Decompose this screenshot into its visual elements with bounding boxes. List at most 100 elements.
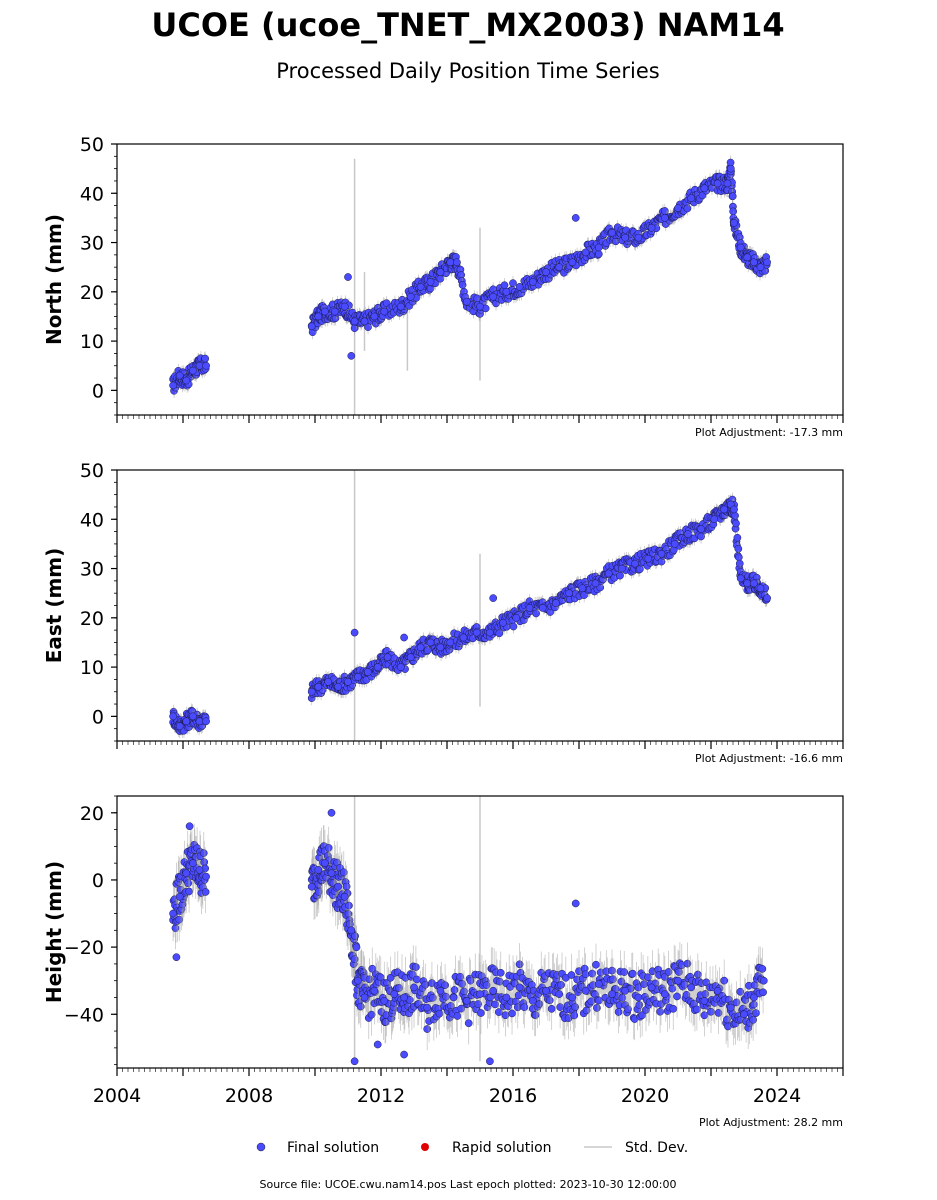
data-point-anchor — [354, 673, 362, 681]
panel-north: 0 10 20 30 40 50 North (mm) Plot Adjustment: -1… — [42, 134, 844, 439]
data-point — [345, 901, 353, 910]
plot-adjustment: Plot Adjustment: -17.3 mm — [695, 426, 843, 439]
data-point-anchor — [499, 618, 507, 627]
data-point-anchor — [743, 253, 752, 262]
data-point-anchor — [726, 1003, 735, 1012]
y-tick-label: 30 — [80, 233, 104, 255]
data-point-anchor — [383, 653, 392, 662]
data-point-anchor — [756, 584, 765, 593]
data-point-anchor — [700, 184, 709, 193]
data-point — [421, 980, 430, 989]
data-point-anchor — [750, 579, 758, 588]
data-point-anchor — [360, 993, 369, 1002]
data-point — [367, 1010, 376, 1019]
outlier-point — [350, 628, 359, 637]
data-point-anchor — [307, 687, 316, 696]
data-point-anchor — [354, 976, 362, 985]
data-point-anchor — [334, 882, 342, 891]
data-point-anchor — [321, 307, 329, 316]
data-point-anchor — [396, 663, 405, 671]
data-point — [759, 988, 767, 997]
data-point-anchor — [581, 248, 590, 257]
x-tick-label: 2020 — [621, 1085, 669, 1107]
data-point-anchor — [314, 312, 323, 321]
data-point-anchor — [410, 983, 418, 992]
data-point — [728, 192, 737, 201]
plot-area — [169, 155, 771, 415]
data-point-anchor — [565, 589, 573, 598]
data-point-anchor — [713, 986, 722, 995]
data-point-anchor — [674, 976, 682, 985]
data-point — [185, 887, 193, 896]
footer-source: Source file: UCOE.cwu.nam14.pos Last epo… — [259, 1178, 676, 1191]
data-point — [477, 1009, 485, 1017]
data-point-anchor — [542, 268, 550, 276]
data-point-anchor — [720, 505, 729, 514]
data-point-anchor — [182, 376, 191, 385]
data-point-anchor — [462, 996, 471, 1005]
data-point-anchor — [581, 986, 590, 995]
data-point-anchor — [756, 263, 765, 272]
data-point — [495, 629, 504, 638]
data-point-anchor — [687, 983, 696, 992]
data-point-anchor — [578, 584, 587, 593]
data-point — [731, 511, 739, 520]
data-point-anchor — [406, 292, 415, 301]
x-tick-label: 2012 — [357, 1085, 405, 1107]
outlier-point — [373, 1040, 382, 1049]
data-point — [515, 960, 524, 969]
data-point-anchor — [568, 993, 577, 1002]
data-point-anchor — [631, 559, 639, 568]
data-point-anchor — [189, 712, 197, 721]
data-point-anchor — [321, 859, 329, 868]
outlier-point — [327, 808, 336, 817]
data-point — [324, 843, 333, 852]
data-point — [201, 888, 210, 896]
data-point-anchor — [340, 302, 349, 311]
data-point — [635, 1001, 644, 1009]
plot-area — [169, 796, 768, 1066]
x-tick-label: 2016 — [489, 1085, 537, 1107]
data-point-anchor — [347, 926, 356, 935]
data-point-anchor — [169, 909, 177, 918]
data-point-anchor — [674, 204, 682, 212]
data-point — [184, 879, 193, 888]
panels-group: 0 10 20 30 40 50 North (mm) Plot Adjustment: -1… — [42, 134, 844, 1129]
data-point-anchor — [525, 604, 534, 612]
y-tick-label: 20 — [80, 608, 104, 630]
data-point-anchor — [700, 996, 709, 1005]
data-point-anchor — [370, 986, 379, 995]
data-point — [758, 965, 767, 973]
legend-rapid-marker — [421, 1143, 429, 1151]
data-point-anchor — [307, 322, 316, 331]
data-point — [423, 1025, 432, 1033]
data-point-anchor — [486, 628, 494, 637]
outlier-point — [347, 352, 356, 360]
data-point — [386, 973, 395, 982]
data-point — [412, 963, 420, 971]
data-point-anchor — [195, 717, 204, 726]
data-point-anchor — [373, 663, 382, 671]
data-point-anchor — [657, 549, 666, 558]
data-point-anchor — [634, 233, 643, 242]
data-point-anchor — [713, 179, 722, 188]
data-point-anchor — [759, 976, 768, 985]
data-point-anchor — [750, 993, 758, 1002]
data-point-anchor — [591, 579, 600, 588]
legend-final-marker — [256, 1142, 266, 1152]
data-point-anchor — [604, 569, 613, 578]
data-point-anchor — [697, 525, 705, 533]
data-point-anchor — [334, 682, 342, 691]
data-point-anchor — [687, 194, 696, 203]
y-tick-label: 50 — [80, 460, 104, 482]
data-point-anchor — [436, 268, 445, 276]
data-point-anchor — [684, 530, 692, 538]
panel-east: 0 10 20 30 40 50 East (mm) Plot Adjustment: -16… — [42, 460, 844, 765]
y-tick-label: −20 — [64, 937, 104, 959]
data-point-anchor — [340, 892, 349, 901]
outlier-point — [172, 953, 181, 962]
data-point-anchor — [552, 599, 560, 607]
data-point — [673, 992, 681, 1001]
outlier-point — [400, 1050, 408, 1059]
data-point — [614, 1008, 623, 1016]
